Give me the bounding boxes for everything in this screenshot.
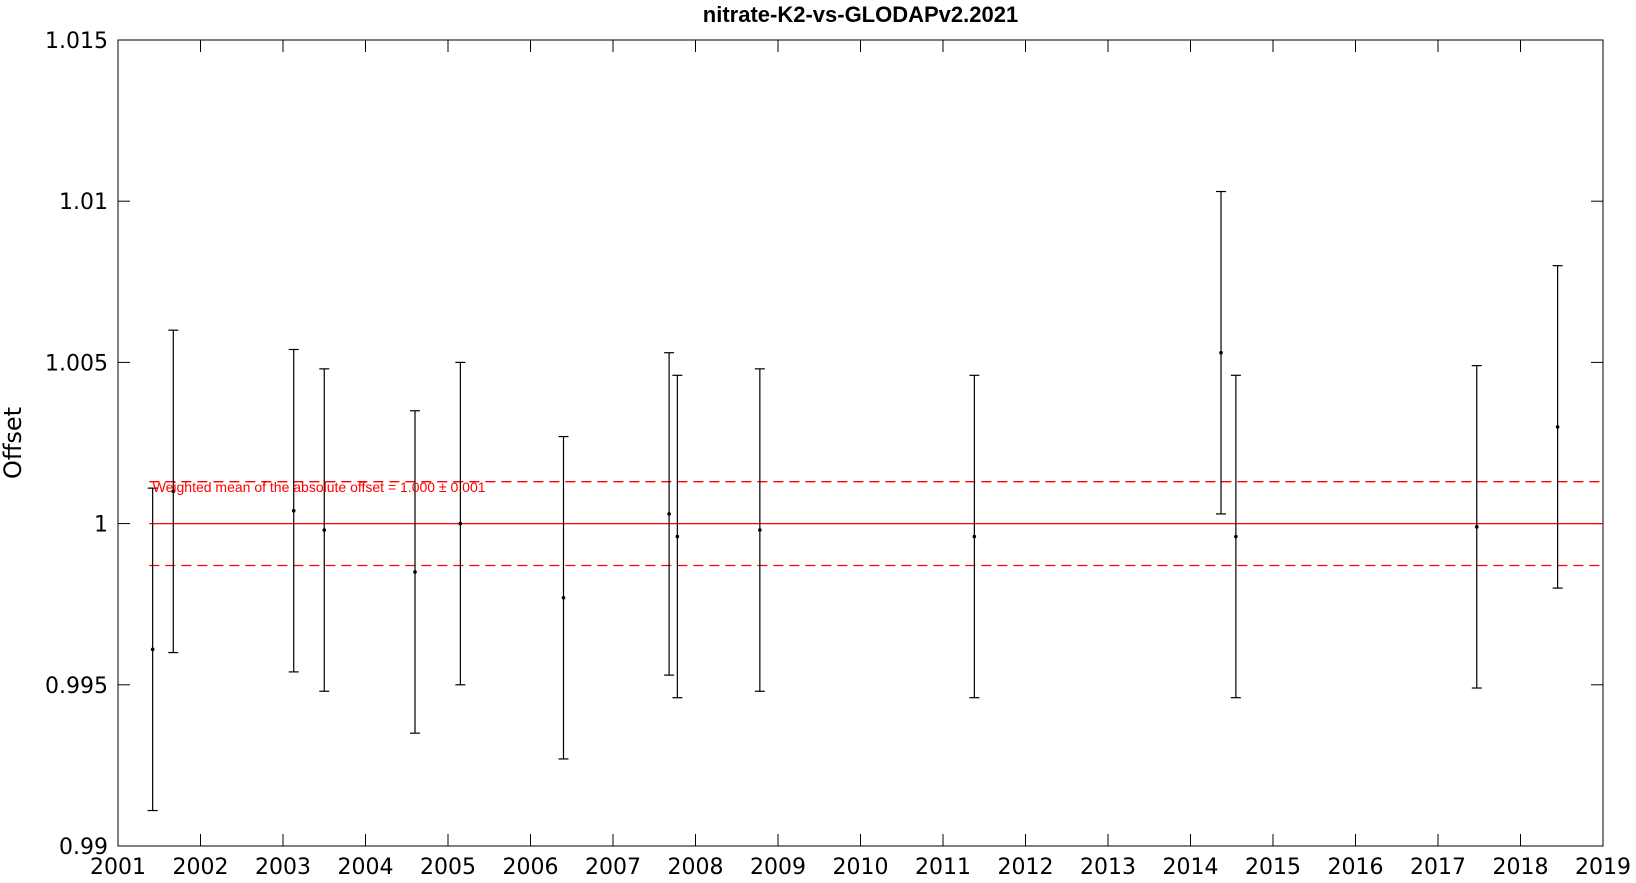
x-tick-label: 2004 <box>338 855 394 880</box>
x-tick-label: 2003 <box>255 855 311 880</box>
data-point <box>150 647 155 652</box>
data-point <box>1555 425 1560 429</box>
y-tick-label: 1.01 <box>59 190 108 215</box>
data-point <box>561 595 566 600</box>
data-point <box>1219 350 1223 355</box>
x-tick-label: 2012 <box>998 855 1054 880</box>
x-tick-label: 2018 <box>1493 855 1549 880</box>
x-tick-label: 2019 <box>1575 855 1631 880</box>
y-tick-label: 0.995 <box>45 674 108 699</box>
data-point <box>291 508 296 513</box>
chart-title: nitrate-K2-vs-GLODAPv2.2021 <box>703 2 1018 27</box>
data-point <box>675 534 680 539</box>
plot-area: 2001 2002 2003 2004 2005 2006 2007 2008 2009 2010… <box>45 29 1631 880</box>
x-tick-label: 2017 <box>1410 855 1466 880</box>
data-point <box>972 534 977 539</box>
data-point <box>667 512 671 516</box>
x-tick-label: 2014 <box>1163 855 1219 880</box>
data-point <box>1474 525 1479 529</box>
data-point <box>413 570 417 574</box>
y-tick-label: 1.015 <box>45 29 108 54</box>
weighted-mean-label: Weighted mean of the absolute offset = 1… <box>153 479 486 495</box>
x-tick-label: 2006 <box>503 855 559 880</box>
data-point <box>322 528 327 532</box>
data-point <box>758 528 762 532</box>
x-tick-label: 2015 <box>1245 855 1301 880</box>
data-point <box>171 489 176 494</box>
x-tick-label: 2013 <box>1080 855 1136 880</box>
x-tick-label: 2011 <box>915 855 971 880</box>
y-axis-label: Offset <box>0 407 27 479</box>
x-tick-label: 2007 <box>585 855 641 880</box>
x-tick-label: 2002 <box>173 855 229 880</box>
x-tick-label: 2009 <box>750 855 806 880</box>
plot-frame <box>117 39 1604 847</box>
y-tick-label: 1.005 <box>45 351 108 376</box>
data-point <box>458 521 463 526</box>
x-tick-label: 2001 <box>90 855 146 880</box>
y-tick-label: 1 <box>94 513 108 538</box>
x-tick-label: 2008 <box>668 855 724 880</box>
x-tick-label: 2010 <box>833 855 889 880</box>
x-tick-label: 2016 <box>1328 855 1384 880</box>
y-tick-label: 0.99 <box>59 835 108 860</box>
data-point <box>1234 534 1238 539</box>
x-tick-label: 2005 <box>420 855 476 880</box>
